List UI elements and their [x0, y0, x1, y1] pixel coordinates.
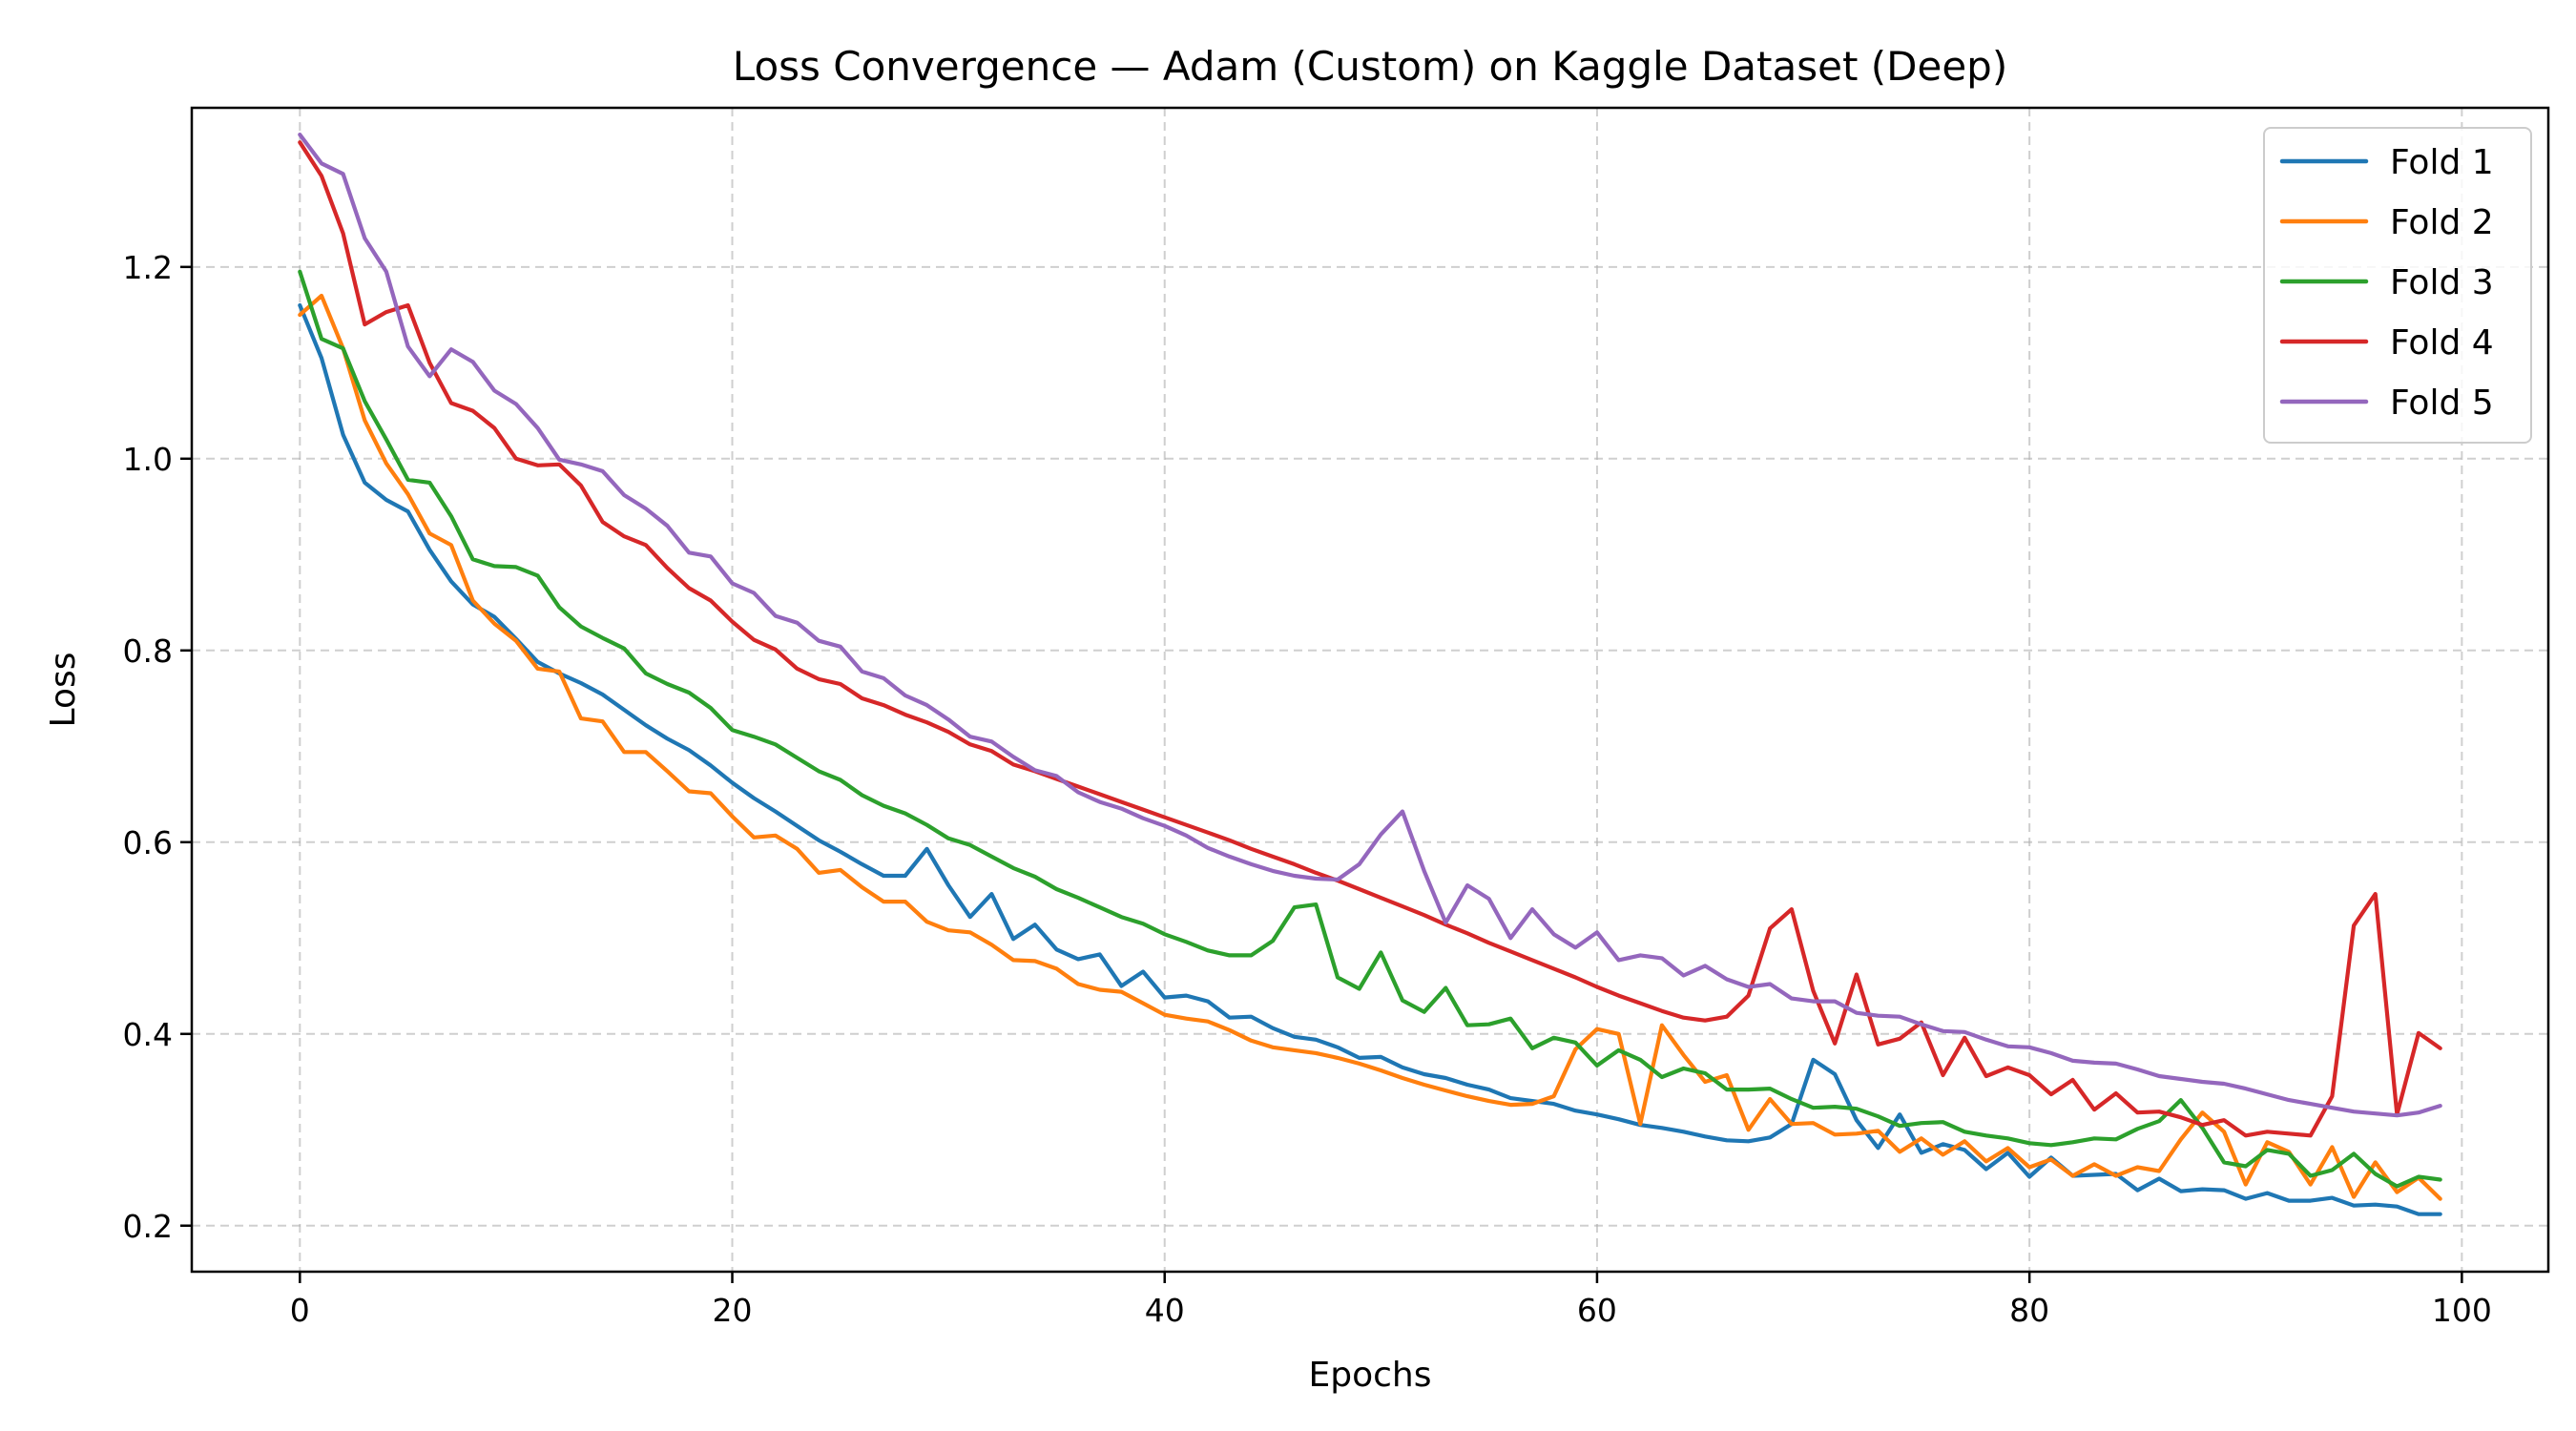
y-axis-label: Loss [44, 653, 83, 728]
x-tick-label: 100 [2432, 1292, 2492, 1329]
x-tick-label: 80 [2009, 1292, 2049, 1329]
x-tick-label: 0 [290, 1292, 310, 1329]
y-axis-ticks: 0.2 0.4 0.6 0.8 1.0 1.2 [123, 249, 192, 1245]
x-axis-label: Epochs [1309, 1356, 1432, 1395]
y-tick-label: 0.2 [123, 1208, 173, 1245]
grid [192, 108, 2548, 1272]
series-line-fold-3 [298, 269, 2442, 1189]
y-tick-label: 0.6 [123, 824, 173, 861]
legend-label-fold-4: Fold 4 [2390, 323, 2494, 363]
x-tick-label: 60 [1577, 1292, 1617, 1329]
series-lines [298, 133, 2442, 1216]
legend-label-fold-5: Fold 5 [2390, 384, 2494, 423]
legend: Fold 1 Fold 2 Fold 3 Fold 4 Fold 5 [2263, 127, 2532, 444]
y-tick-label: 0.8 [123, 633, 173, 670]
chart-title: Loss Convergence — Adam (Custom) on Kagg… [733, 43, 2007, 90]
series-line-fold-2 [298, 293, 2442, 1201]
x-tick-label: 40 [1145, 1292, 1185, 1329]
legend-label-fold-2: Fold 2 [2390, 203, 2494, 242]
x-axis-ticks: 0 20 40 60 80 100 [290, 1272, 2492, 1329]
legend-label-fold-1: Fold 1 [2390, 143, 2494, 182]
series-line-fold-1 [298, 302, 2442, 1216]
series-line-fold-5 [298, 133, 2442, 1118]
series-line-fold-4 [298, 140, 2442, 1138]
y-tick-label: 1.0 [123, 441, 173, 478]
legend-label-fold-3: Fold 3 [2390, 263, 2494, 302]
y-tick-label: 0.4 [123, 1016, 173, 1053]
legend-box [2263, 127, 2532, 444]
y-tick-label: 1.2 [123, 249, 173, 286]
x-tick-label: 20 [713, 1292, 753, 1329]
plot-frame [190, 106, 2550, 1274]
